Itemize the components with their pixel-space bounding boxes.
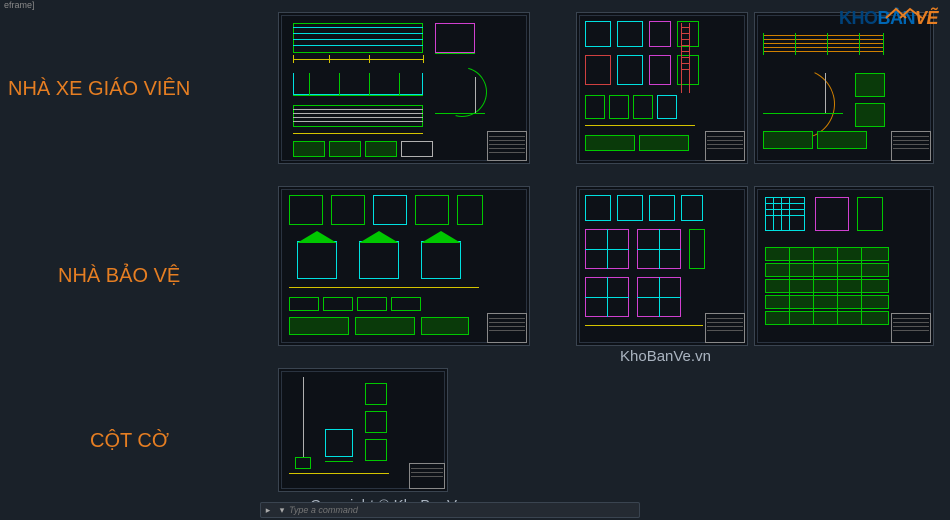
logo-text-a: KHO	[839, 8, 878, 28]
command-input[interactable]	[289, 505, 639, 515]
sheet-nha-bao-ve-3[interactable]	[754, 186, 934, 346]
section-label-nha-xe: NHÀ XE GIÁO VIÊN	[8, 78, 190, 101]
section-label-cot-co: CỘT CỜ	[90, 430, 169, 453]
command-chevron-icon: ▸	[261, 505, 275, 516]
watermark-mid: KhoBanVe.vn	[620, 348, 711, 365]
sheet-nha-xe-1[interactable]	[278, 12, 530, 164]
title-block	[891, 313, 931, 343]
title-block	[891, 131, 931, 161]
command-run-icon[interactable]: ▾	[275, 505, 289, 516]
title-block	[705, 131, 745, 161]
sheet-nha-xe-2[interactable]	[576, 12, 748, 164]
section-label-nha-bao-ve: NHÀ BẢO VỆ	[58, 265, 180, 288]
title-block	[705, 313, 745, 343]
title-block	[487, 131, 527, 161]
sheet-nha-bao-ve-1[interactable]	[278, 186, 530, 346]
sheet-cot-co-1[interactable]	[278, 368, 448, 492]
watermark-logo: KHOBẢNVẼ	[839, 8, 938, 29]
title-block	[409, 463, 445, 489]
title-block	[487, 313, 527, 343]
sheet-nha-xe-3[interactable]	[754, 12, 934, 164]
command-bar[interactable]: ▸ ▾	[260, 502, 640, 518]
frame-label: eframe]	[0, 0, 35, 10]
sheet-nha-bao-ve-2[interactable]	[576, 186, 748, 346]
cad-canvas[interactable]: eframe] NHÀ XE GIÁO VIÊN NHÀ BẢO VỆ CỘT …	[0, 0, 950, 520]
